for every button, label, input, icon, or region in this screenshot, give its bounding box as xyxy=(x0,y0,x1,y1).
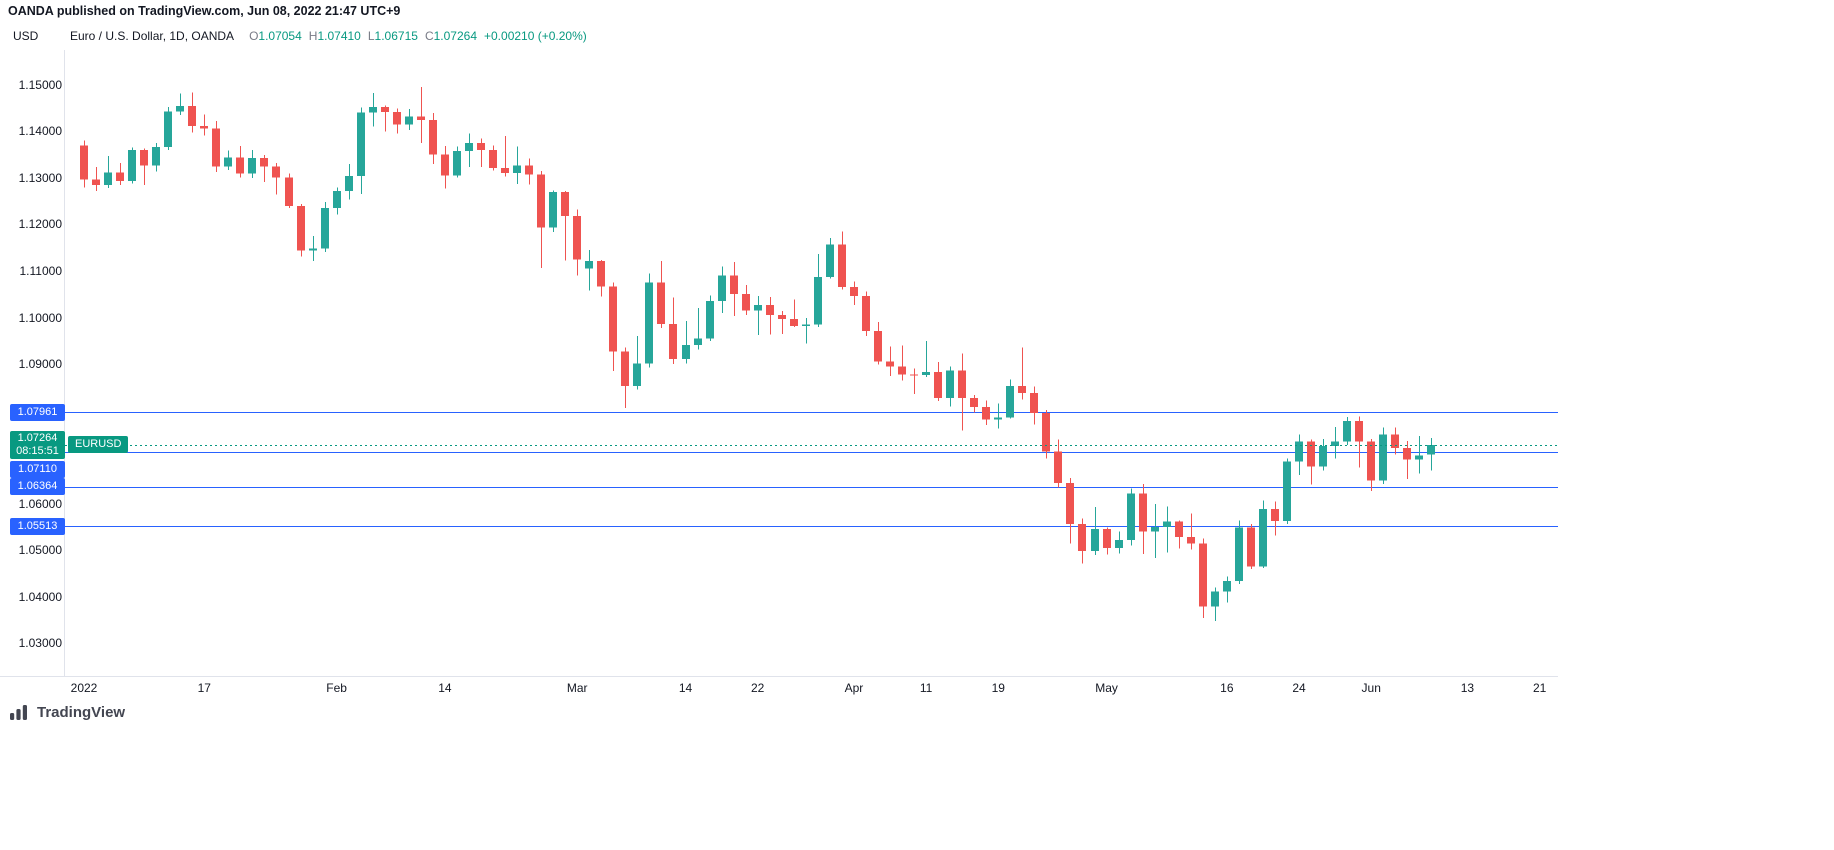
current-price-value: 1.07264 xyxy=(17,431,58,444)
time-tick-label: 14 xyxy=(678,681,693,695)
price-level-badge: 1.06364 xyxy=(10,478,65,496)
price-level-badge: 1.05513 xyxy=(10,517,65,535)
candlestick-plot[interactable] xyxy=(65,50,1558,672)
time-axis-border xyxy=(0,676,1558,677)
price-tick-label: 1.06000 xyxy=(18,496,62,511)
price-tick-label: 1.14000 xyxy=(18,124,62,139)
ohlc-low: L 1.06715 xyxy=(361,29,418,43)
axis-currency-label: USD xyxy=(13,29,39,43)
price-tick-label: 1.13000 xyxy=(18,170,62,185)
price-chart[interactable] xyxy=(65,50,1558,672)
bar-countdown: 08:15:51 xyxy=(16,444,59,457)
close-value: 1.07264 xyxy=(433,29,477,43)
time-tick-label: Mar xyxy=(566,681,588,695)
ohlc-open: O 1.07054 xyxy=(242,29,302,43)
time-tick-label: Jun xyxy=(1361,681,1381,695)
ohlc-close: C 1.07264 xyxy=(418,29,477,43)
time-tick-label: 11 xyxy=(919,681,933,695)
price-tick-label: 1.12000 xyxy=(18,217,62,232)
price-level-badge: 1.07110 xyxy=(10,460,65,478)
time-tick-label: 2022 xyxy=(70,681,98,695)
time-tick-label: 17 xyxy=(197,681,211,695)
level-lines-layer[interactable] xyxy=(65,412,1558,527)
price-level-badge: 1.07961 xyxy=(10,403,65,421)
symbol-title[interactable]: Euro / U.S. Dollar, 1D, OANDA xyxy=(70,29,235,43)
open-value: 1.07054 xyxy=(258,29,302,43)
current-price-badge: 1.07264 08:15:51 xyxy=(10,430,65,459)
symbol-price-tag: EURUSD xyxy=(68,436,129,454)
ohlc-high: H 1.07410 xyxy=(302,29,361,43)
attribution-text: OANDA published on TradingView.com, Jun … xyxy=(8,4,401,18)
price-tick-label: 1.04000 xyxy=(18,589,62,604)
low-label: L xyxy=(367,29,375,43)
high-value: 1.07410 xyxy=(317,29,361,43)
tradingview-brand[interactable]: TradingView xyxy=(37,704,126,721)
time-tick-label: 21 xyxy=(1532,681,1547,695)
chart-legend: Euro / U.S. Dollar, 1D, OANDA O 1.07054 H… xyxy=(70,29,587,43)
low-value: 1.06715 xyxy=(374,29,418,43)
time-tick-label: Apr xyxy=(844,681,864,695)
candles-layer xyxy=(80,87,1435,621)
time-tick-label: 16 xyxy=(1220,681,1234,695)
close-label: C xyxy=(424,29,434,43)
change-value: +0.00210 (+0.20%) xyxy=(484,29,587,43)
time-tick-label: May xyxy=(1095,681,1118,695)
price-tick-label: 1.10000 xyxy=(18,310,62,325)
price-tick-label: 1.15000 xyxy=(18,77,62,92)
high-label: H xyxy=(308,29,318,43)
time-tick-label: 24 xyxy=(1292,681,1306,695)
time-tick-label: 22 xyxy=(750,681,765,695)
open-label: O xyxy=(249,29,259,43)
time-tick-label: Feb xyxy=(326,681,347,695)
price-tick-label: 1.05000 xyxy=(18,543,62,558)
time-tick-label: 14 xyxy=(438,681,452,695)
time-tick-label: 19 xyxy=(991,681,1005,695)
footer: TradingView xyxy=(10,704,125,721)
price-tick-label: 1.03000 xyxy=(18,636,62,651)
tradingview-logo-icon[interactable] xyxy=(10,705,30,720)
price-axis-border xyxy=(64,50,65,677)
time-tick-label: 13 xyxy=(1460,681,1475,695)
price-tick-label: 1.09000 xyxy=(18,357,62,372)
price-tick-label: 1.11000 xyxy=(19,263,63,278)
